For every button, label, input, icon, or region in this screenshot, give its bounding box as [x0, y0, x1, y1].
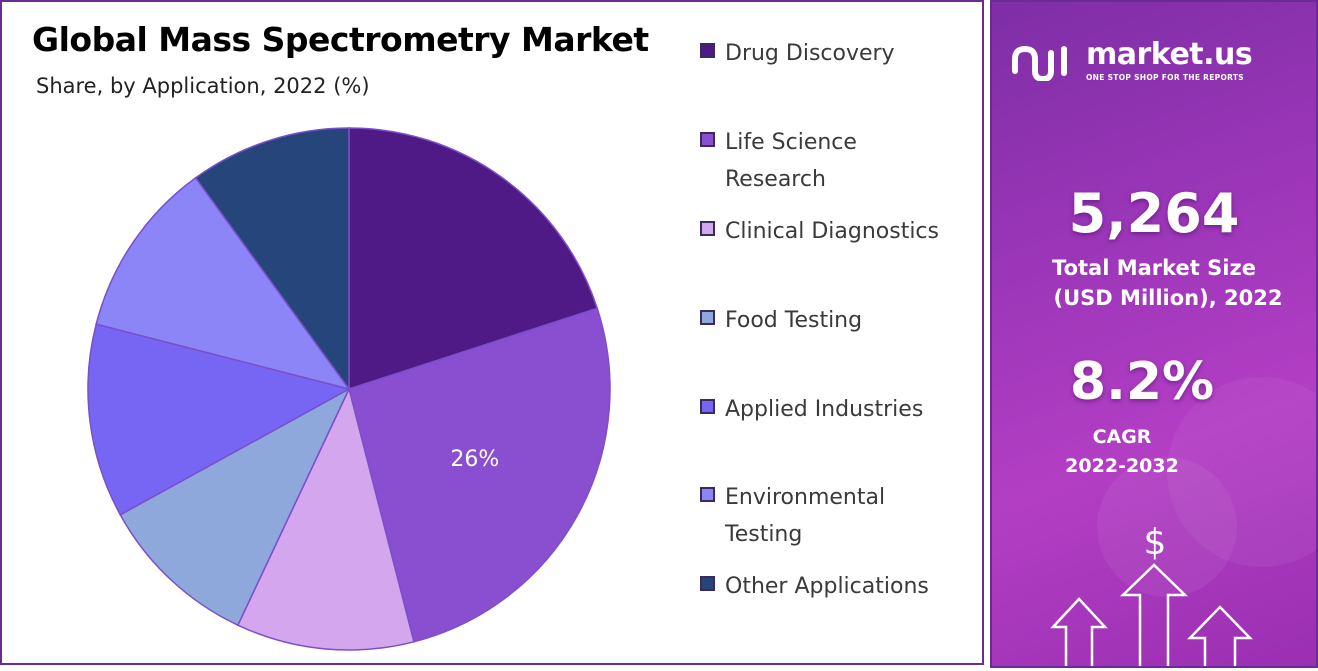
pie-slice-other-applications	[194, 127, 350, 392]
legend: Drug Discovery Life Science Research Clinic…	[700, 2, 980, 662]
legend-swatch	[700, 132, 715, 147]
chart-title: Global Mass Spectrometry Market	[32, 20, 649, 59]
pie-chart: 26%	[87, 127, 611, 651]
brand-name: market.us	[1086, 37, 1253, 72]
legend-swatch	[700, 221, 715, 236]
legend-item: Drug Discovery	[700, 35, 975, 72]
legend-label-line: Other Applications	[725, 574, 929, 599]
legend-label: Life Science Research	[725, 124, 975, 198]
legend-label-line: Drug Discovery	[725, 41, 895, 66]
info-panel: $ market.us ONE STOP SHOP FOR THE REPORT…	[990, 0, 1318, 668]
chart-subtitle: Share, by Application, 2022 (%)	[36, 74, 370, 98]
up-arrow-icon	[1119, 563, 1189, 666]
legend-label-line: Applied Industries	[725, 397, 924, 422]
pie-slice-environmental-testing	[95, 176, 351, 391]
chart-panel: Global Mass Spectrometry Market Share, b…	[0, 0, 984, 665]
legend-item: Other Applications	[700, 568, 975, 605]
legend-swatch	[700, 487, 715, 502]
legend-label-line: Research	[725, 167, 826, 192]
background-decoration: $	[1050, 377, 1316, 666]
legend-label-line: Clinical Diagnostics	[725, 219, 939, 244]
legend-label-line: Testing	[725, 522, 803, 547]
pie-slice-applied-industries	[87, 323, 352, 516]
cagr-label: CAGR	[1092, 426, 1152, 448]
brand-tagline: ONE STOP SHOP FOR THE REPORTS	[1086, 73, 1244, 82]
legend-label-line: Life Science	[725, 130, 857, 155]
market-size-label: Total Market Size	[1052, 256, 1256, 280]
legend-swatch	[700, 310, 715, 325]
legend-swatch	[700, 576, 715, 591]
brand: market.us ONE STOP SHOP FOR THE REPORTS	[1012, 37, 1253, 82]
pie-slice-drug-discovery	[348, 127, 599, 391]
legend-item: Food Testing	[700, 302, 975, 339]
legend-swatch	[700, 43, 715, 58]
legend-label: Other Applications	[725, 568, 975, 605]
data-label-life-science-research: 26%	[450, 447, 499, 472]
pie-slice-life-science-research	[348, 307, 611, 643]
legend-label-line: Environmental	[725, 485, 886, 510]
legend-item: Life Science Research	[700, 124, 975, 198]
up-arrow-icon	[1187, 605, 1253, 666]
legend-item: Clinical Diagnostics	[700, 213, 975, 250]
market-size-value: 5,264	[1068, 182, 1240, 245]
legend-label-line: Food Testing	[725, 308, 863, 333]
legend-item: Environmental Testing	[700, 479, 975, 553]
cagr-value: 8.2%	[1069, 352, 1215, 412]
legend-label: Environmental Testing	[725, 479, 975, 553]
legend-item: Applied Industries	[700, 391, 975, 428]
pie-slice-food-testing	[119, 387, 351, 627]
market-size-unit-label: (USD Million), 2022	[1053, 286, 1283, 310]
legend-swatch	[700, 399, 715, 414]
cagr-period-label: 2022-2032	[1065, 455, 1179, 477]
market-us-logo-icon	[1012, 45, 1067, 81]
pie-slice-clinical-diagnostics	[236, 386, 415, 651]
legend-label: Clinical Diagnostics	[725, 213, 975, 250]
legend-label: Applied Industries	[725, 391, 975, 428]
dollar-sign: $	[1144, 522, 1167, 563]
legend-label: Drug Discovery	[725, 35, 975, 72]
legend-label: Food Testing	[725, 302, 975, 339]
up-arrow-icon	[1050, 597, 1108, 666]
